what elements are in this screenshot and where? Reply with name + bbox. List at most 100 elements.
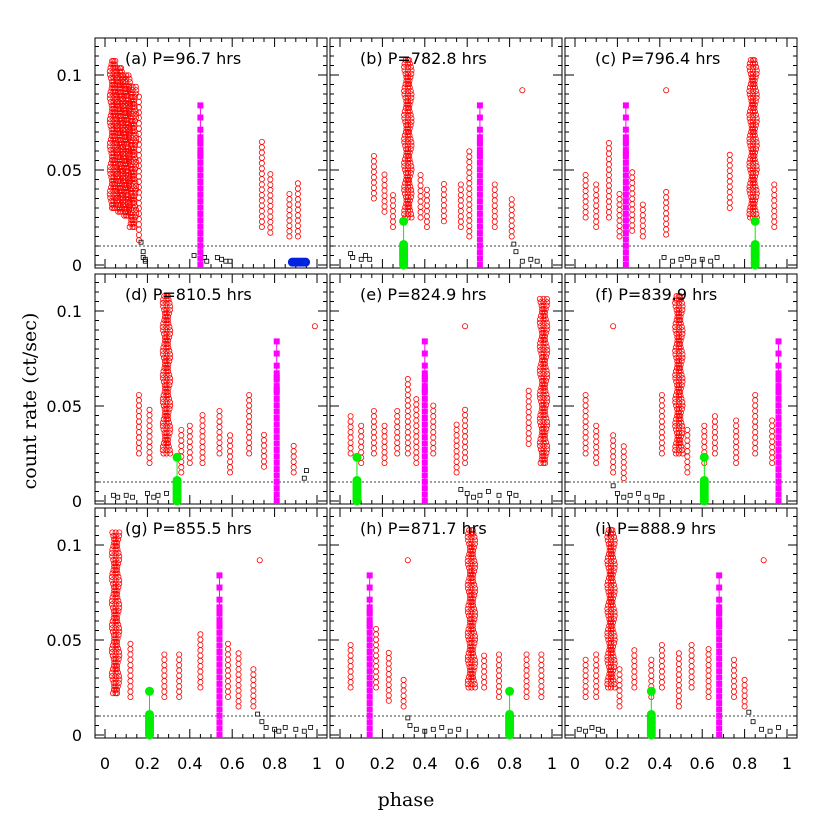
red-point bbox=[129, 138, 136, 145]
red-point bbox=[519, 87, 526, 94]
red-point bbox=[133, 206, 140, 213]
magenta-point bbox=[197, 210, 204, 217]
red-point bbox=[544, 347, 551, 354]
red-point bbox=[726, 167, 733, 174]
red-point bbox=[620, 464, 627, 471]
red-point bbox=[675, 666, 682, 673]
red-point bbox=[370, 439, 377, 446]
magenta-point bbox=[716, 693, 723, 700]
x-tick-label: 0.6 bbox=[219, 754, 244, 773]
red-point bbox=[347, 641, 354, 648]
magenta-point bbox=[622, 198, 629, 205]
red-point bbox=[115, 106, 122, 113]
red-point bbox=[523, 667, 530, 674]
magenta-point bbox=[476, 249, 483, 256]
black-point bbox=[111, 492, 116, 498]
red-point bbox=[677, 361, 684, 368]
red-point bbox=[466, 592, 473, 599]
red-point bbox=[408, 214, 415, 221]
red-point bbox=[491, 218, 498, 225]
red-point bbox=[394, 445, 401, 452]
red-point bbox=[733, 428, 740, 435]
red-point bbox=[540, 391, 547, 398]
red-point bbox=[672, 323, 679, 330]
red-point bbox=[440, 197, 447, 204]
red-point bbox=[540, 330, 547, 337]
red-point bbox=[544, 446, 551, 453]
red-point bbox=[616, 196, 623, 203]
red-point bbox=[163, 354, 170, 361]
red-point bbox=[118, 140, 125, 147]
red-point bbox=[109, 669, 116, 676]
red-point bbox=[466, 174, 473, 181]
red-point bbox=[733, 459, 740, 466]
magenta-point bbox=[716, 668, 723, 675]
red-point bbox=[119, 127, 126, 134]
red-point bbox=[160, 351, 167, 358]
red-point bbox=[125, 179, 132, 186]
red-point bbox=[258, 197, 265, 204]
magenta-point bbox=[775, 408, 782, 415]
red-point bbox=[423, 192, 430, 199]
red-point bbox=[679, 402, 686, 409]
magenta-point bbox=[197, 217, 204, 224]
red-point bbox=[753, 166, 760, 173]
magenta-point bbox=[366, 642, 373, 649]
red-point bbox=[413, 444, 420, 451]
red-point bbox=[176, 667, 183, 674]
red-point bbox=[472, 684, 479, 691]
black-point bbox=[413, 726, 419, 732]
red-point bbox=[413, 401, 420, 408]
red-point bbox=[631, 657, 638, 664]
magenta-point bbox=[775, 350, 782, 357]
red-point bbox=[679, 450, 686, 457]
red-point bbox=[726, 199, 733, 206]
red-point bbox=[470, 602, 477, 609]
magenta-point bbox=[476, 255, 483, 262]
red-point bbox=[464, 633, 471, 640]
red-point bbox=[610, 442, 617, 449]
magenta-point bbox=[622, 138, 629, 145]
red-point bbox=[130, 100, 137, 107]
red-point bbox=[159, 300, 166, 307]
black-point bbox=[513, 249, 519, 255]
red-point bbox=[608, 561, 615, 568]
red-point bbox=[166, 447, 173, 454]
red-point bbox=[404, 381, 411, 388]
red-point bbox=[125, 203, 132, 210]
red-point bbox=[370, 434, 377, 441]
red-point bbox=[679, 429, 686, 436]
magenta-point bbox=[716, 642, 723, 649]
red-point bbox=[114, 546, 121, 553]
magenta-point bbox=[476, 185, 483, 192]
red-point bbox=[453, 448, 460, 455]
black-point bbox=[151, 494, 157, 500]
red-point bbox=[133, 210, 140, 217]
red-point bbox=[468, 581, 475, 588]
red-point bbox=[404, 111, 411, 118]
green-series bbox=[646, 686, 656, 740]
red-point bbox=[472, 660, 479, 667]
magenta-series bbox=[775, 338, 782, 504]
red-point bbox=[129, 223, 136, 230]
red-point bbox=[543, 302, 550, 309]
red-point bbox=[746, 111, 753, 118]
red-point bbox=[658, 439, 665, 446]
red-point bbox=[684, 432, 691, 439]
red-point bbox=[608, 588, 615, 595]
red-point bbox=[404, 413, 411, 420]
red-point bbox=[199, 433, 206, 440]
red-point bbox=[753, 70, 760, 77]
red-point bbox=[466, 206, 473, 213]
red-point bbox=[675, 450, 682, 457]
red-point bbox=[663, 215, 670, 222]
red-point bbox=[246, 445, 253, 452]
red-point bbox=[468, 626, 475, 633]
red-point bbox=[404, 166, 411, 173]
red-point bbox=[465, 585, 472, 592]
black-point bbox=[439, 725, 445, 730]
red-point bbox=[688, 673, 695, 680]
magenta-point bbox=[421, 472, 428, 479]
red-point bbox=[629, 174, 636, 181]
red-point bbox=[582, 688, 589, 695]
